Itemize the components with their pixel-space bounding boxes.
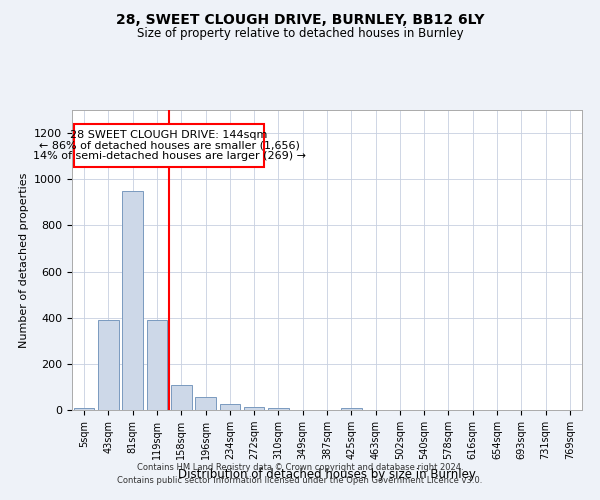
Bar: [74, 408, 94, 410]
Bar: [244, 406, 265, 410]
Bar: [341, 408, 362, 410]
Text: ← 86% of detached houses are smaller (1,656): ← 86% of detached houses are smaller (1,…: [39, 140, 299, 150]
Text: Size of property relative to detached houses in Burnley: Size of property relative to detached ho…: [137, 28, 463, 40]
Text: Contains public sector information licensed under the Open Government Licence v3: Contains public sector information licen…: [118, 476, 482, 485]
Y-axis label: Number of detached properties: Number of detached properties: [19, 172, 29, 348]
Bar: [220, 404, 240, 410]
Text: 14% of semi-detached houses are larger (269) →: 14% of semi-detached houses are larger (…: [32, 151, 305, 161]
Text: 28 SWEET CLOUGH DRIVE: 144sqm: 28 SWEET CLOUGH DRIVE: 144sqm: [70, 130, 268, 140]
Text: Contains HM Land Registry data © Crown copyright and database right 2024.: Contains HM Land Registry data © Crown c…: [137, 464, 463, 472]
Text: 28, SWEET CLOUGH DRIVE, BURNLEY, BB12 6LY: 28, SWEET CLOUGH DRIVE, BURNLEY, BB12 6L…: [116, 12, 484, 26]
Bar: [122, 191, 143, 410]
Bar: [98, 320, 119, 410]
Bar: [146, 320, 167, 410]
FancyBboxPatch shape: [74, 124, 264, 166]
Bar: [268, 408, 289, 410]
Bar: [171, 384, 191, 410]
Bar: [195, 398, 216, 410]
X-axis label: Distribution of detached houses by size in Burnley: Distribution of detached houses by size …: [178, 468, 476, 480]
